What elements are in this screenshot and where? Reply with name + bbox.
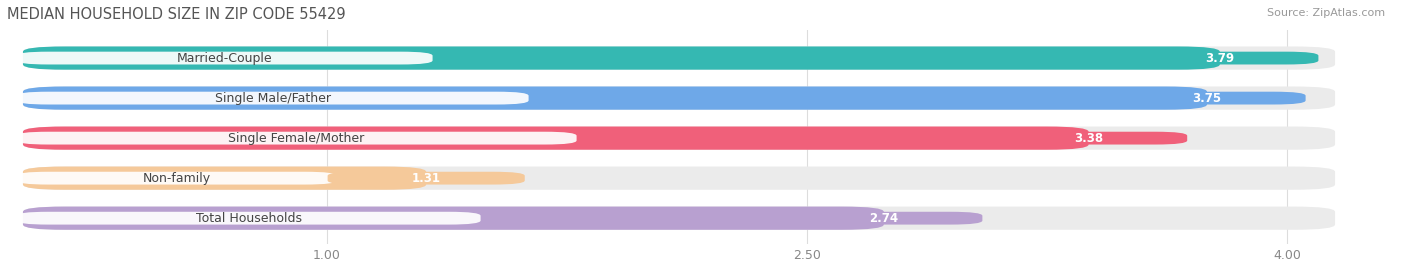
FancyBboxPatch shape [22, 87, 1206, 110]
Text: Source: ZipAtlas.com: Source: ZipAtlas.com [1267, 8, 1385, 18]
FancyBboxPatch shape [328, 172, 524, 185]
FancyBboxPatch shape [17, 172, 336, 185]
FancyBboxPatch shape [17, 132, 576, 144]
Text: Single Male/Father: Single Male/Father [215, 92, 330, 105]
FancyBboxPatch shape [17, 92, 529, 104]
Text: 2.74: 2.74 [869, 212, 898, 225]
FancyBboxPatch shape [22, 47, 1336, 70]
FancyBboxPatch shape [1121, 52, 1319, 65]
FancyBboxPatch shape [22, 207, 884, 230]
Text: Married-Couple: Married-Couple [177, 52, 273, 65]
FancyBboxPatch shape [17, 52, 433, 65]
FancyBboxPatch shape [22, 87, 1336, 110]
FancyBboxPatch shape [17, 212, 481, 225]
FancyBboxPatch shape [990, 132, 1187, 144]
FancyBboxPatch shape [22, 126, 1088, 150]
Text: Non-family: Non-family [142, 172, 211, 185]
FancyBboxPatch shape [22, 167, 1336, 190]
FancyBboxPatch shape [785, 212, 983, 225]
Text: Total Households: Total Households [195, 212, 301, 225]
Text: 1.31: 1.31 [412, 172, 440, 185]
Text: Single Female/Mother: Single Female/Mother [228, 132, 364, 145]
FancyBboxPatch shape [22, 47, 1220, 70]
FancyBboxPatch shape [22, 167, 426, 190]
Text: MEDIAN HOUSEHOLD SIZE IN ZIP CODE 55429: MEDIAN HOUSEHOLD SIZE IN ZIP CODE 55429 [7, 7, 346, 22]
FancyBboxPatch shape [22, 126, 1336, 150]
FancyBboxPatch shape [22, 207, 1336, 230]
FancyBboxPatch shape [1108, 92, 1306, 104]
Text: 3.38: 3.38 [1074, 132, 1104, 145]
Text: 3.79: 3.79 [1205, 52, 1234, 65]
Text: 3.75: 3.75 [1192, 92, 1222, 105]
